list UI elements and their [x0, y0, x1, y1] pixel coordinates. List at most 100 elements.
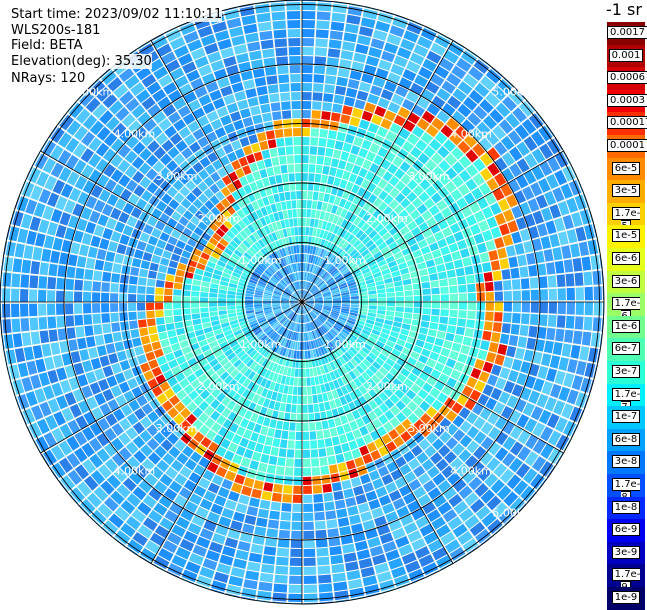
colorbar-swatch: 1e-7 — [607, 406, 645, 429]
ray-bin — [418, 268, 428, 277]
ray-bin — [452, 175, 464, 188]
ray-bin — [268, 317, 276, 324]
ray-bin — [64, 365, 76, 378]
ray-bin — [247, 381, 255, 391]
ray-bin — [350, 302, 359, 305]
ray-bin — [11, 273, 21, 288]
ray-bin — [458, 284, 467, 293]
ray-bin — [303, 281, 306, 290]
ray-bin — [165, 59, 181, 73]
ray-bin — [133, 249, 144, 259]
ray-bin — [219, 341, 229, 349]
ray-bin — [555, 452, 564, 465]
ray-bin — [461, 50, 477, 65]
range-ring-label: 2.00km — [198, 380, 240, 393]
ray-bin — [112, 122, 127, 137]
ray-bin — [317, 268, 323, 276]
ray-bin — [368, 399, 378, 410]
ray-bin — [345, 276, 354, 282]
ray-bin — [290, 331, 294, 340]
ray-bin — [308, 341, 312, 350]
ray-bin — [349, 420, 359, 431]
ray-bin — [365, 528, 378, 540]
ray-bin — [284, 329, 290, 338]
ray-bin — [488, 250, 499, 261]
ray-bin — [269, 279, 277, 286]
ray-bin — [365, 368, 375, 378]
ray-bin — [251, 324, 260, 331]
ray-bin — [183, 210, 194, 221]
ray-bin — [404, 471, 417, 484]
ray-bin — [200, 307, 209, 313]
ray-bin — [260, 207, 268, 217]
ray-bin — [368, 294, 377, 299]
ray-bin — [321, 312, 329, 317]
ray-bin — [302, 314, 305, 323]
ray-bin — [281, 296, 290, 300]
ray-bin — [575, 360, 587, 376]
ray-bin — [425, 235, 436, 245]
ray-bin — [385, 511, 399, 523]
ray-bin — [343, 552, 357, 563]
ray-bin — [404, 302, 413, 308]
ray-bin — [461, 119, 475, 133]
ray-bin — [257, 264, 266, 272]
ray-bin — [278, 229, 285, 239]
ray-bin — [486, 495, 502, 511]
ray-bin — [431, 399, 443, 411]
ray-bin — [270, 2, 285, 12]
ray-bin — [260, 39, 274, 50]
ray-bin — [272, 111, 282, 121]
ray-bin — [29, 275, 39, 289]
ray-bin — [214, 495, 227, 507]
ray-bin — [302, 413, 309, 422]
ray-bin — [291, 303, 299, 308]
ray-bin — [204, 42, 219, 55]
ray-bin — [314, 339, 320, 348]
ray-bin — [395, 180, 406, 192]
ray-bin — [485, 352, 497, 363]
colorbar-tick-label: 0.0003 — [607, 93, 647, 107]
ray-bin — [277, 65, 289, 75]
ray-bin — [561, 403, 574, 419]
ray-bin — [283, 308, 292, 314]
ray-bin — [367, 260, 377, 268]
ray-bin — [118, 67, 135, 83]
ray-bin — [450, 189, 463, 201]
ray-bin — [227, 260, 236, 268]
ray-bin — [461, 227, 473, 239]
ray-bin — [304, 281, 307, 290]
ray-bin — [281, 110, 292, 119]
ray-bin — [182, 308, 191, 315]
ray-bin — [266, 167, 275, 177]
ray-bin — [126, 456, 141, 470]
ray-bin — [83, 280, 92, 291]
ray-bin — [292, 494, 302, 503]
ray-bin — [345, 321, 355, 328]
ray-bin — [190, 77, 204, 90]
ray-bin — [186, 413, 197, 425]
ray-bin — [222, 272, 231, 279]
colorbar-swatch: 6e-6 — [607, 248, 645, 271]
ray-bin — [215, 179, 226, 190]
ray-bin — [103, 261, 113, 272]
ray-bin — [269, 510, 280, 520]
ray-bin — [272, 304, 281, 307]
ray-bin — [275, 287, 283, 292]
ray-bin — [339, 471, 350, 481]
ray-bin — [169, 502, 183, 515]
ray-bin — [183, 277, 193, 285]
ray-bin — [478, 137, 493, 152]
colorbar-tick-label: 3e-5 — [611, 184, 641, 198]
range-ring-label: 3.00km — [156, 422, 198, 435]
ray-bin — [340, 114, 351, 124]
ray-bin — [243, 23, 258, 34]
ray-bin — [393, 204, 404, 215]
ray-bin — [382, 541, 397, 553]
ray-bin — [41, 343, 52, 357]
ray-bin — [245, 296, 254, 300]
ray-bin — [139, 268, 149, 278]
ray-bin — [269, 148, 278, 158]
ray-bin — [192, 407, 203, 418]
ray-bin — [302, 449, 311, 458]
